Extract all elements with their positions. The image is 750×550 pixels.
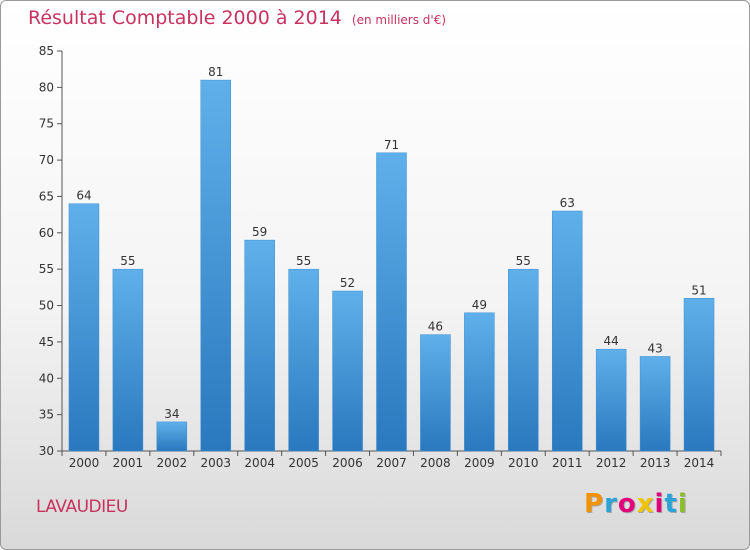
bar-value-label: 46 [428,320,443,334]
bar-value-label: 52 [340,276,355,290]
x-tick-label: 2013 [640,456,671,470]
logo-letter: x [636,489,655,519]
x-axis: 2000 2001 2002 2003 2004 2005 2006 2007 2008 2009… [61,450,722,470]
bar [464,312,495,452]
logo-letter: t [664,489,678,519]
bar [639,356,671,452]
town-name: LAVAUDIEU [36,497,128,517]
bar [68,203,100,452]
bar [288,268,319,452]
bar-value-label: 34 [164,407,179,421]
x-tick-label: 2007 [376,456,407,470]
logo-letter: i [654,489,665,519]
bar [420,334,451,452]
y-tick-label: 70 [39,153,54,167]
logo-letter: o [617,489,637,519]
logo-letter: P [584,489,605,519]
bars [68,79,715,452]
x-tick-label: 2006 [332,456,363,470]
bar-value-label: 44 [604,334,619,348]
x-tick-label: 2003 [200,456,231,470]
y-tick-label: 75 [39,117,54,131]
y-tick-label: 55 [39,262,54,276]
x-tick-label: 2009 [464,456,495,470]
y-axis: 30 35 40 45 50 55 60 65 70 75 80 85 [39,44,63,458]
bar [683,298,715,452]
bar-value-label: 51 [691,283,706,297]
x-tick-label: 2002 [157,456,188,470]
logo-letter: i [677,489,688,519]
bar-value-label: 71 [384,138,399,152]
y-tick-label: 50 [39,299,54,313]
chart-title-main: Résultat Comptable 2000 à 2014 [28,7,342,29]
bar [112,268,144,452]
bar [376,152,407,452]
x-tick-label: 2008 [420,456,451,470]
y-tick-label: 45 [39,335,54,349]
bar-value-label: 55 [296,254,311,268]
bar [551,210,583,452]
bar-value-label: 43 [647,341,662,355]
x-tick-label: 2000 [69,456,100,470]
y-tick-label: 30 [39,444,54,458]
y-tick-label: 40 [39,371,54,385]
bar-value-label: 55 [516,254,531,268]
y-tick-label: 60 [39,226,54,240]
x-tick-label: 2010 [508,456,539,470]
y-tick-label: 80 [39,80,54,94]
bar [200,79,232,452]
x-tick-label: 2011 [552,456,583,470]
x-tick-label: 2005 [288,456,319,470]
logo-letter: r [604,489,618,519]
x-tick-label: 2001 [113,456,144,470]
bar-value-label: 49 [472,298,487,312]
bar [156,421,188,452]
y-tick-label: 85 [39,44,54,58]
chart-title-unit: (en milliers d'€) [351,13,447,27]
bar [508,268,539,452]
chart-title: Résultat Comptable 2000 à 2014 (en millie… [28,7,446,29]
x-tick-label: 2004 [244,456,275,470]
bar-value-label: 64 [76,189,91,203]
y-tick-label: 65 [39,189,54,203]
x-tick-label: 2012 [596,456,627,470]
proxiti-logo: Proxiti [584,489,688,519]
bar-value-label: 81 [208,65,223,79]
bar-value-label: 63 [560,196,575,210]
x-tick-label: 2014 [684,456,715,470]
bar [595,348,627,452]
bar-value-label: 55 [120,254,135,268]
y-tick-label: 35 [39,408,54,422]
data-labels: 64 55 34 81 59 55 52 71 46 49 55 63 44 43 51 [76,65,706,421]
bar [332,290,363,452]
bar-value-label: 59 [252,225,267,239]
bar [244,239,275,452]
